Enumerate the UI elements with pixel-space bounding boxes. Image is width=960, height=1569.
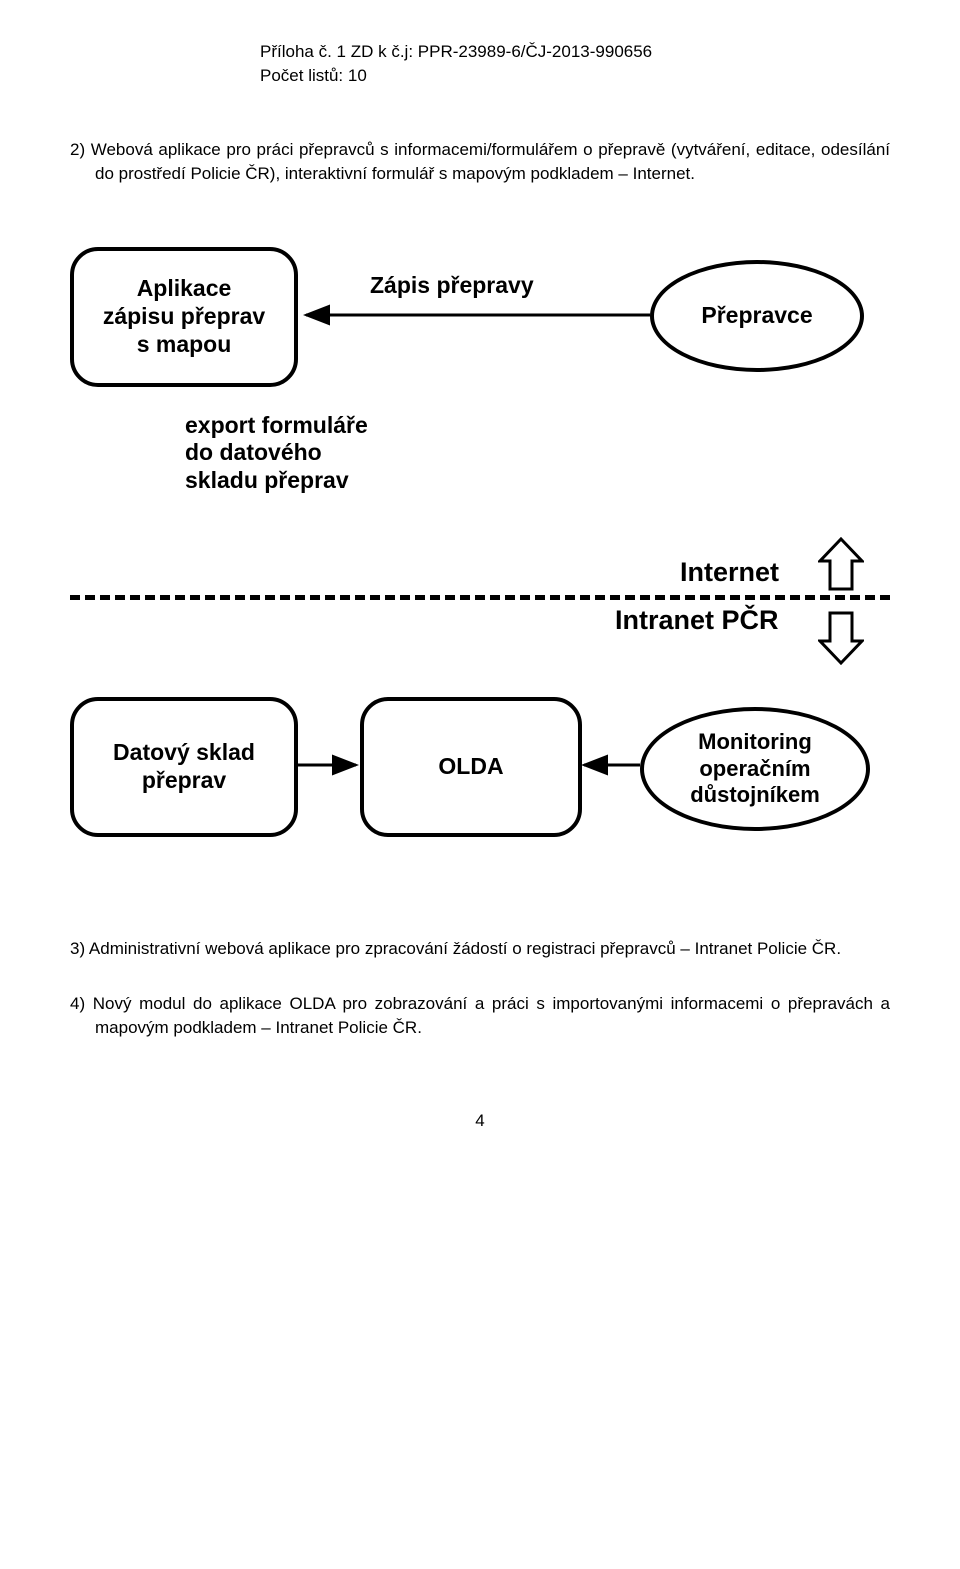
para2-text: Webová aplikace pro práci přepravců s in…: [85, 140, 890, 184]
diagram-node-n4: OLDA: [360, 697, 582, 837]
para4-text: Nový modul do aplikace OLDA pro zobrazov…: [85, 994, 890, 1038]
paragraph-4: 4) Nový modul do aplikace OLDA pro zobra…: [70, 992, 890, 1041]
zone-label-internet: Internet: [680, 557, 779, 588]
page-container: Příloha č. 1 ZD k č.j: PPR-23989-6/ČJ-20…: [0, 0, 960, 1191]
header-line-2: Počet listů: 10: [260, 64, 890, 88]
para2-num: 2): [70, 140, 85, 159]
edge-label-e1: Zápis přepravy: [370, 272, 534, 300]
big-arrow-down-icon: [818, 609, 864, 665]
big-arrow-up-icon: [818, 537, 864, 593]
diagram-node-n3: Datový skladpřeprav: [70, 697, 298, 837]
flow-diagram: Aplikacezápisu přepravs mapou Přepravce Da…: [70, 217, 890, 897]
para3-num: 3): [70, 939, 85, 958]
edge-label-e2: export formuláředo datovéhoskladu přepra…: [185, 412, 368, 495]
diagram-node-n2: Přepravce: [650, 260, 864, 372]
page-number: 4: [70, 1111, 890, 1131]
paragraph-3: 3) Administrativní webová aplikace pro z…: [70, 937, 890, 962]
zone-label-intranet: Intranet PČR: [615, 605, 779, 636]
header-line-1: Příloha č. 1 ZD k č.j: PPR-23989-6/ČJ-20…: [260, 40, 890, 64]
para3-text: Administrativní webová aplikace pro zpra…: [85, 939, 841, 958]
paragraph-2: 2) Webová aplikace pro práci přepravců s…: [70, 138, 890, 187]
para4-num: 4): [70, 994, 85, 1013]
header-block: Příloha č. 1 ZD k č.j: PPR-23989-6/ČJ-20…: [260, 40, 890, 88]
network-divider: [70, 595, 890, 600]
diagram-node-n1: Aplikacezápisu přepravs mapou: [70, 247, 298, 387]
diagram-node-n5: Monitoringoperačnímdůstojníkem: [640, 707, 870, 831]
